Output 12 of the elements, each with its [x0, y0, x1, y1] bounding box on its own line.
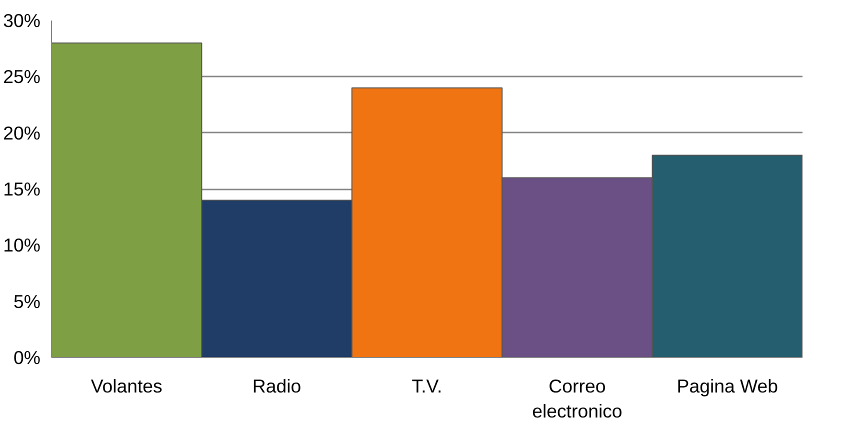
x-tick-label: Volantes — [90, 376, 162, 396]
x-tick-label: T.V. — [412, 376, 442, 396]
y-tick-label: 10% — [3, 234, 41, 256]
y-tick-label: 15% — [3, 178, 41, 200]
x-tick-label: Radio — [252, 376, 302, 396]
x-tick-label: Correo electronico — [532, 376, 622, 422]
y-tick-label: 0% — [14, 347, 41, 368]
x-tick-label: Pagina Web — [676, 376, 778, 396]
y-tick-label: 20% — [3, 122, 41, 144]
y-tick-label: 25% — [3, 66, 41, 88]
y-tick-label: 5% — [14, 290, 41, 312]
y-tick-label: 30% — [3, 10, 41, 31]
